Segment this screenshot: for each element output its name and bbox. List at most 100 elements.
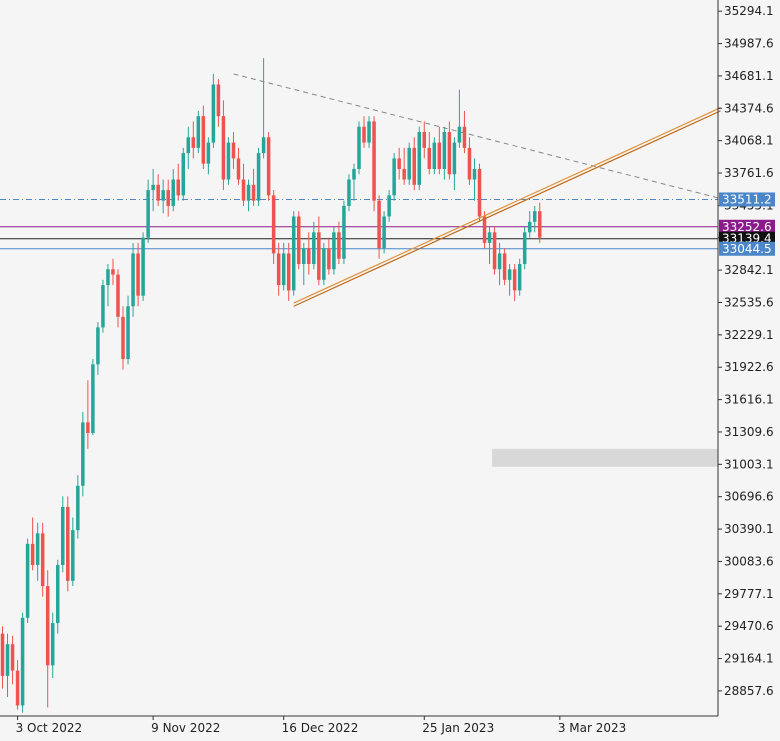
trendline-1 <box>293 107 721 304</box>
candle <box>427 132 432 175</box>
candle-body <box>377 200 381 249</box>
candle <box>10 635 15 685</box>
candle <box>307 232 311 275</box>
candle <box>241 163 246 206</box>
candle-body <box>261 137 266 154</box>
candle-body <box>427 147 432 169</box>
candle <box>261 58 266 159</box>
candle-body <box>251 184 256 201</box>
candle-body <box>196 116 201 148</box>
candle-body <box>186 137 191 154</box>
shaded-zone <box>492 448 718 467</box>
y-tick-label: 32535.6 <box>724 295 774 309</box>
y-tick-label: 34068.1 <box>724 134 774 148</box>
candle <box>502 248 507 286</box>
candle <box>291 211 296 296</box>
candle-body <box>96 327 100 365</box>
candle-body <box>497 253 502 270</box>
candle <box>377 195 381 259</box>
candle <box>61 496 65 573</box>
candle-body <box>111 269 115 275</box>
candle <box>86 380 90 449</box>
candle-body <box>40 533 45 587</box>
candle-body <box>362 126 366 143</box>
candle <box>161 179 165 214</box>
candle <box>171 168 175 212</box>
candle-body <box>271 195 276 254</box>
candle <box>236 147 241 185</box>
candle-body <box>537 211 542 238</box>
x-tick-label: 3 Mar 2023 <box>558 721 626 735</box>
candle-body <box>532 211 537 222</box>
candle <box>442 126 447 180</box>
candle <box>342 200 346 265</box>
candle-body <box>317 232 321 280</box>
candle <box>126 295 130 365</box>
candle <box>362 116 366 148</box>
candle <box>141 232 145 301</box>
candle-body <box>487 232 492 243</box>
candle <box>417 126 422 191</box>
candle-body <box>512 269 517 291</box>
candle-body <box>312 232 316 265</box>
candle <box>512 264 517 301</box>
candle <box>196 110 201 154</box>
candle <box>116 269 120 328</box>
candle-body <box>136 253 140 296</box>
candle-body <box>20 617 25 706</box>
candle-body <box>66 506 70 581</box>
candle-body <box>422 132 427 148</box>
candle-body <box>71 530 75 581</box>
price-label-box <box>719 192 775 207</box>
y-tick-label: 30390.1 <box>724 522 774 536</box>
price-label: 33511.2 <box>722 192 772 206</box>
candle-body <box>307 248 311 265</box>
candle <box>211 73 216 148</box>
candle-body <box>527 221 532 233</box>
candle-body <box>447 132 452 175</box>
price-label: 33044.5 <box>722 242 772 256</box>
candle-body <box>201 116 206 164</box>
candle <box>166 179 170 217</box>
candle <box>176 163 181 201</box>
candle-body <box>231 142 236 159</box>
candle-body <box>472 168 477 180</box>
price-label-box <box>719 219 775 234</box>
candle-body <box>407 147 411 180</box>
candle <box>296 211 301 270</box>
candle-body <box>141 237 145 296</box>
candle-body <box>216 84 221 117</box>
candle-body <box>462 126 467 148</box>
candle <box>40 522 45 597</box>
candle <box>527 211 532 238</box>
candle <box>276 242 281 296</box>
candle <box>20 612 25 713</box>
candle-body <box>166 190 170 206</box>
candle <box>151 168 155 212</box>
candle <box>467 137 472 185</box>
candle-body <box>15 670 20 706</box>
candle <box>452 137 457 191</box>
candle-body <box>101 285 105 328</box>
candle <box>146 179 150 243</box>
candle-body <box>81 422 85 486</box>
candle-body <box>45 586 50 666</box>
y-tick-label: 31616.1 <box>724 393 774 407</box>
candle-body <box>367 121 371 143</box>
candle <box>457 89 462 148</box>
candle-body <box>507 269 512 280</box>
candle <box>96 322 100 375</box>
candle-body <box>181 153 186 196</box>
candle-body <box>10 644 15 671</box>
candle-body <box>442 132 447 169</box>
candle <box>497 242 502 286</box>
candle-body <box>322 248 326 280</box>
candle <box>432 137 437 175</box>
candle-body <box>412 147 416 185</box>
candle-body <box>432 142 437 169</box>
candle-body <box>131 253 135 307</box>
candle-body <box>106 269 110 286</box>
candle-body <box>392 158 396 196</box>
